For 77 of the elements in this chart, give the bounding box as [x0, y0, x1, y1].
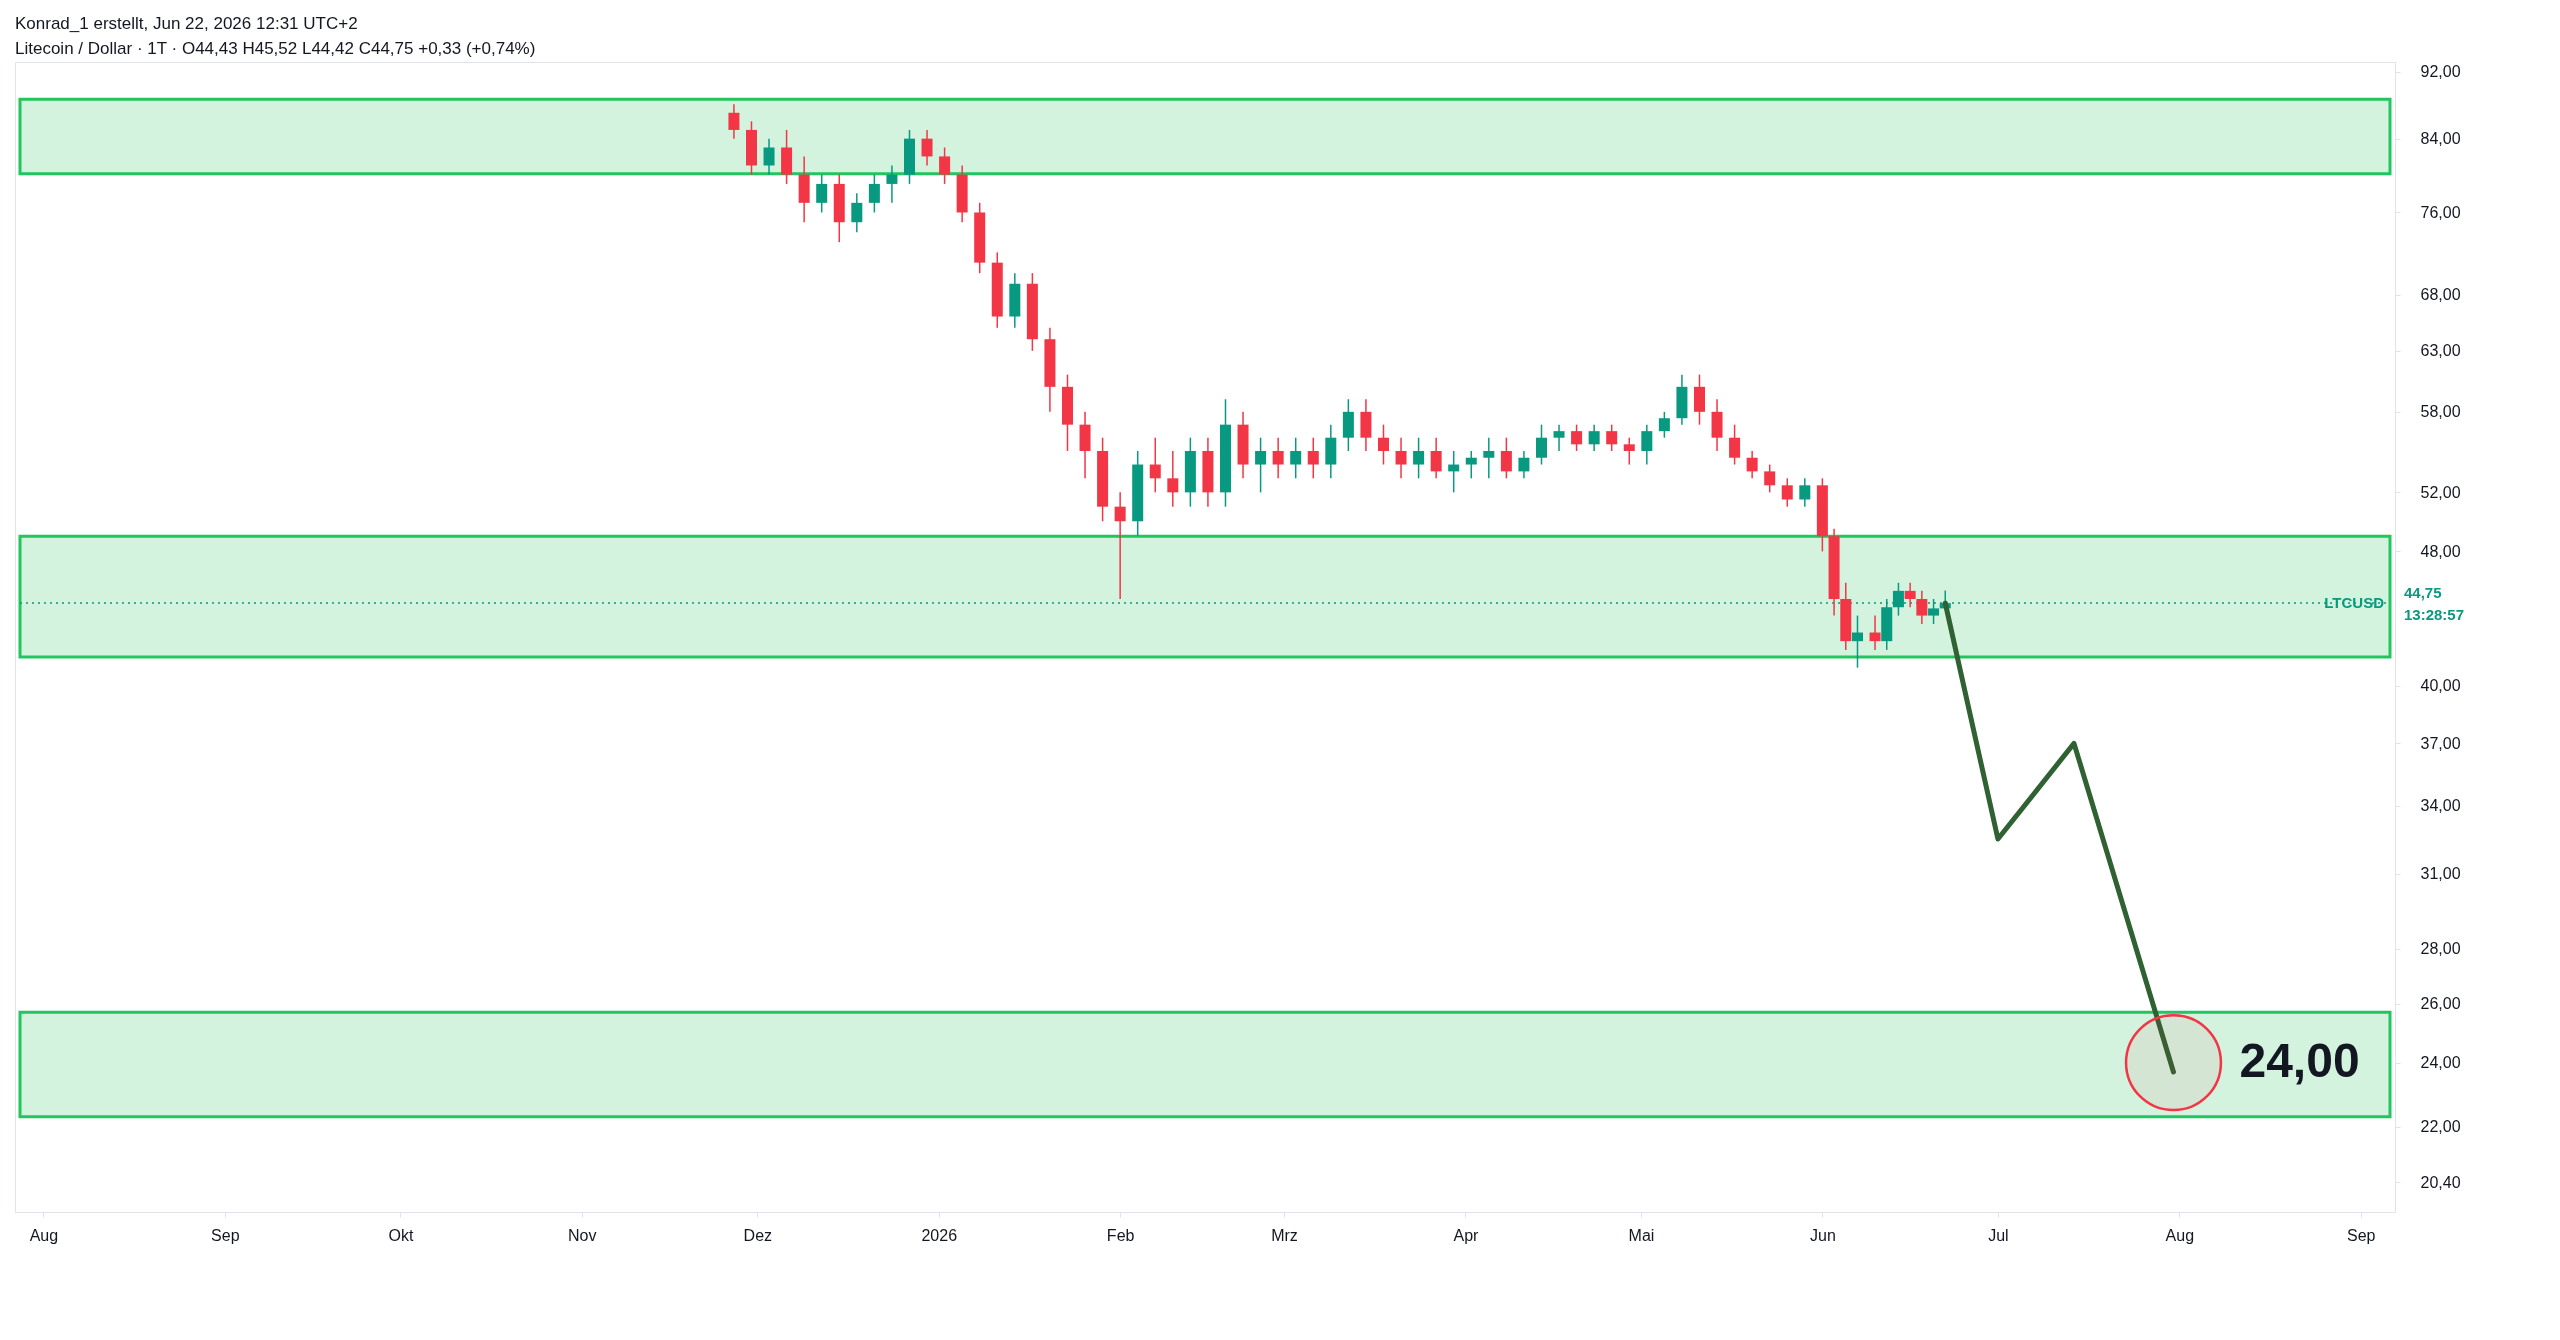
candlestick	[1272, 436, 1284, 480]
candlestick	[1465, 450, 1477, 480]
candlestick	[921, 129, 933, 167]
y-tick-label: 84,00	[2420, 130, 2461, 148]
x-tick-label: Jun	[1809, 1226, 1836, 1244]
y-tick-label: 40,00	[2420, 677, 2461, 695]
y-tick-label: 58,00	[2420, 403, 2461, 421]
candlestick	[1588, 423, 1600, 452]
candlestick	[1307, 436, 1319, 480]
candlestick	[1518, 450, 1530, 480]
candlestick	[1413, 436, 1425, 480]
candlestick	[1114, 491, 1126, 600]
candlestick	[1377, 423, 1389, 466]
candlestick	[1658, 411, 1670, 439]
y-tick-label: 22,00	[2420, 1118, 2461, 1136]
x-tick-label: Nov	[568, 1226, 597, 1244]
x-tick-label: Apr	[1453, 1226, 1480, 1244]
candlestick	[1430, 436, 1442, 480]
y-tick-label: 52,00	[2420, 483, 2461, 501]
x-tick-label: Aug	[2165, 1226, 2195, 1244]
candlestick	[939, 146, 951, 185]
x-tick-label: Feb	[1106, 1226, 1135, 1244]
candlestick	[1851, 614, 1863, 669]
x-tick-label: Aug	[29, 1226, 59, 1244]
y-tick-label: 68,00	[2420, 286, 2461, 304]
candlestick	[1483, 436, 1495, 480]
y-tick-label: 31,00	[2420, 865, 2461, 883]
candlestick	[1799, 477, 1811, 508]
text: 44,75	[2404, 584, 2442, 602]
candlestick	[1641, 423, 1653, 466]
y-tick-label: 76,00	[2420, 203, 2461, 221]
candlestick	[1729, 423, 1741, 466]
x-tick-label: Okt	[388, 1226, 414, 1244]
x-tick-label: Sep	[2347, 1226, 2376, 1244]
chart-title: Konrad_1 erstellt, Jun 22, 2026 12:31 UTC+2	[15, 14, 358, 33]
candlestick	[1869, 614, 1881, 651]
candlestick	[1553, 423, 1565, 452]
ref-line-label: LTCUSD	[2324, 594, 2385, 612]
candlestick	[851, 192, 863, 233]
y-tick-label: 92,00	[2420, 63, 2461, 81]
chart-subtitle: Litecoin / Dollar · 1T · O44,43 H45,52 L44,42 C44,75 +0,33 (+0,74%)	[15, 39, 536, 58]
y-tick-label: 20,40	[2420, 1173, 2461, 1191]
candlestick	[1149, 436, 1161, 494]
y-tick-label: 28,00	[2420, 940, 2461, 958]
candlestick	[886, 164, 898, 204]
candlestick	[1746, 450, 1758, 480]
x-tick-label: 2026	[921, 1226, 958, 1244]
candlestick	[1535, 423, 1547, 466]
candlestick	[1500, 436, 1512, 480]
y-tick-label: 26,00	[2420, 995, 2461, 1013]
y-tick-label: 24,00	[2420, 1054, 2461, 1072]
candlestick	[1606, 423, 1618, 452]
text: 13:28:57	[2404, 606, 2465, 624]
candlestick	[1255, 436, 1267, 494]
candlestick	[1395, 436, 1407, 480]
y-tick-label: 48,00	[2420, 542, 2461, 560]
x-tick-label: Dez	[743, 1226, 773, 1244]
candlestick	[763, 137, 775, 176]
candlestick	[1781, 477, 1793, 508]
candlestick	[1167, 450, 1179, 508]
y-tick-label: 34,00	[2420, 797, 2461, 815]
x-tick-label: Sep	[211, 1226, 240, 1244]
candlestick	[1290, 436, 1302, 480]
candlestick	[1623, 436, 1635, 466]
candlestick	[1904, 582, 1916, 608]
candlestick	[728, 103, 740, 140]
candlestick	[1571, 423, 1583, 452]
x-tick-label: Jul	[1988, 1226, 2009, 1244]
annotation: 24,00	[2239, 1033, 2360, 1087]
x-tick-label: Mrz	[1271, 1226, 1298, 1244]
y-tick-label: 37,00	[2420, 734, 2461, 752]
candlestick	[868, 173, 880, 214]
x-tick-label: Mai	[1628, 1226, 1655, 1244]
candlestick	[816, 173, 828, 214]
y-tick-label: 63,00	[2420, 342, 2461, 360]
candlestick	[1916, 590, 1928, 625]
candlestick	[1764, 463, 1776, 494]
